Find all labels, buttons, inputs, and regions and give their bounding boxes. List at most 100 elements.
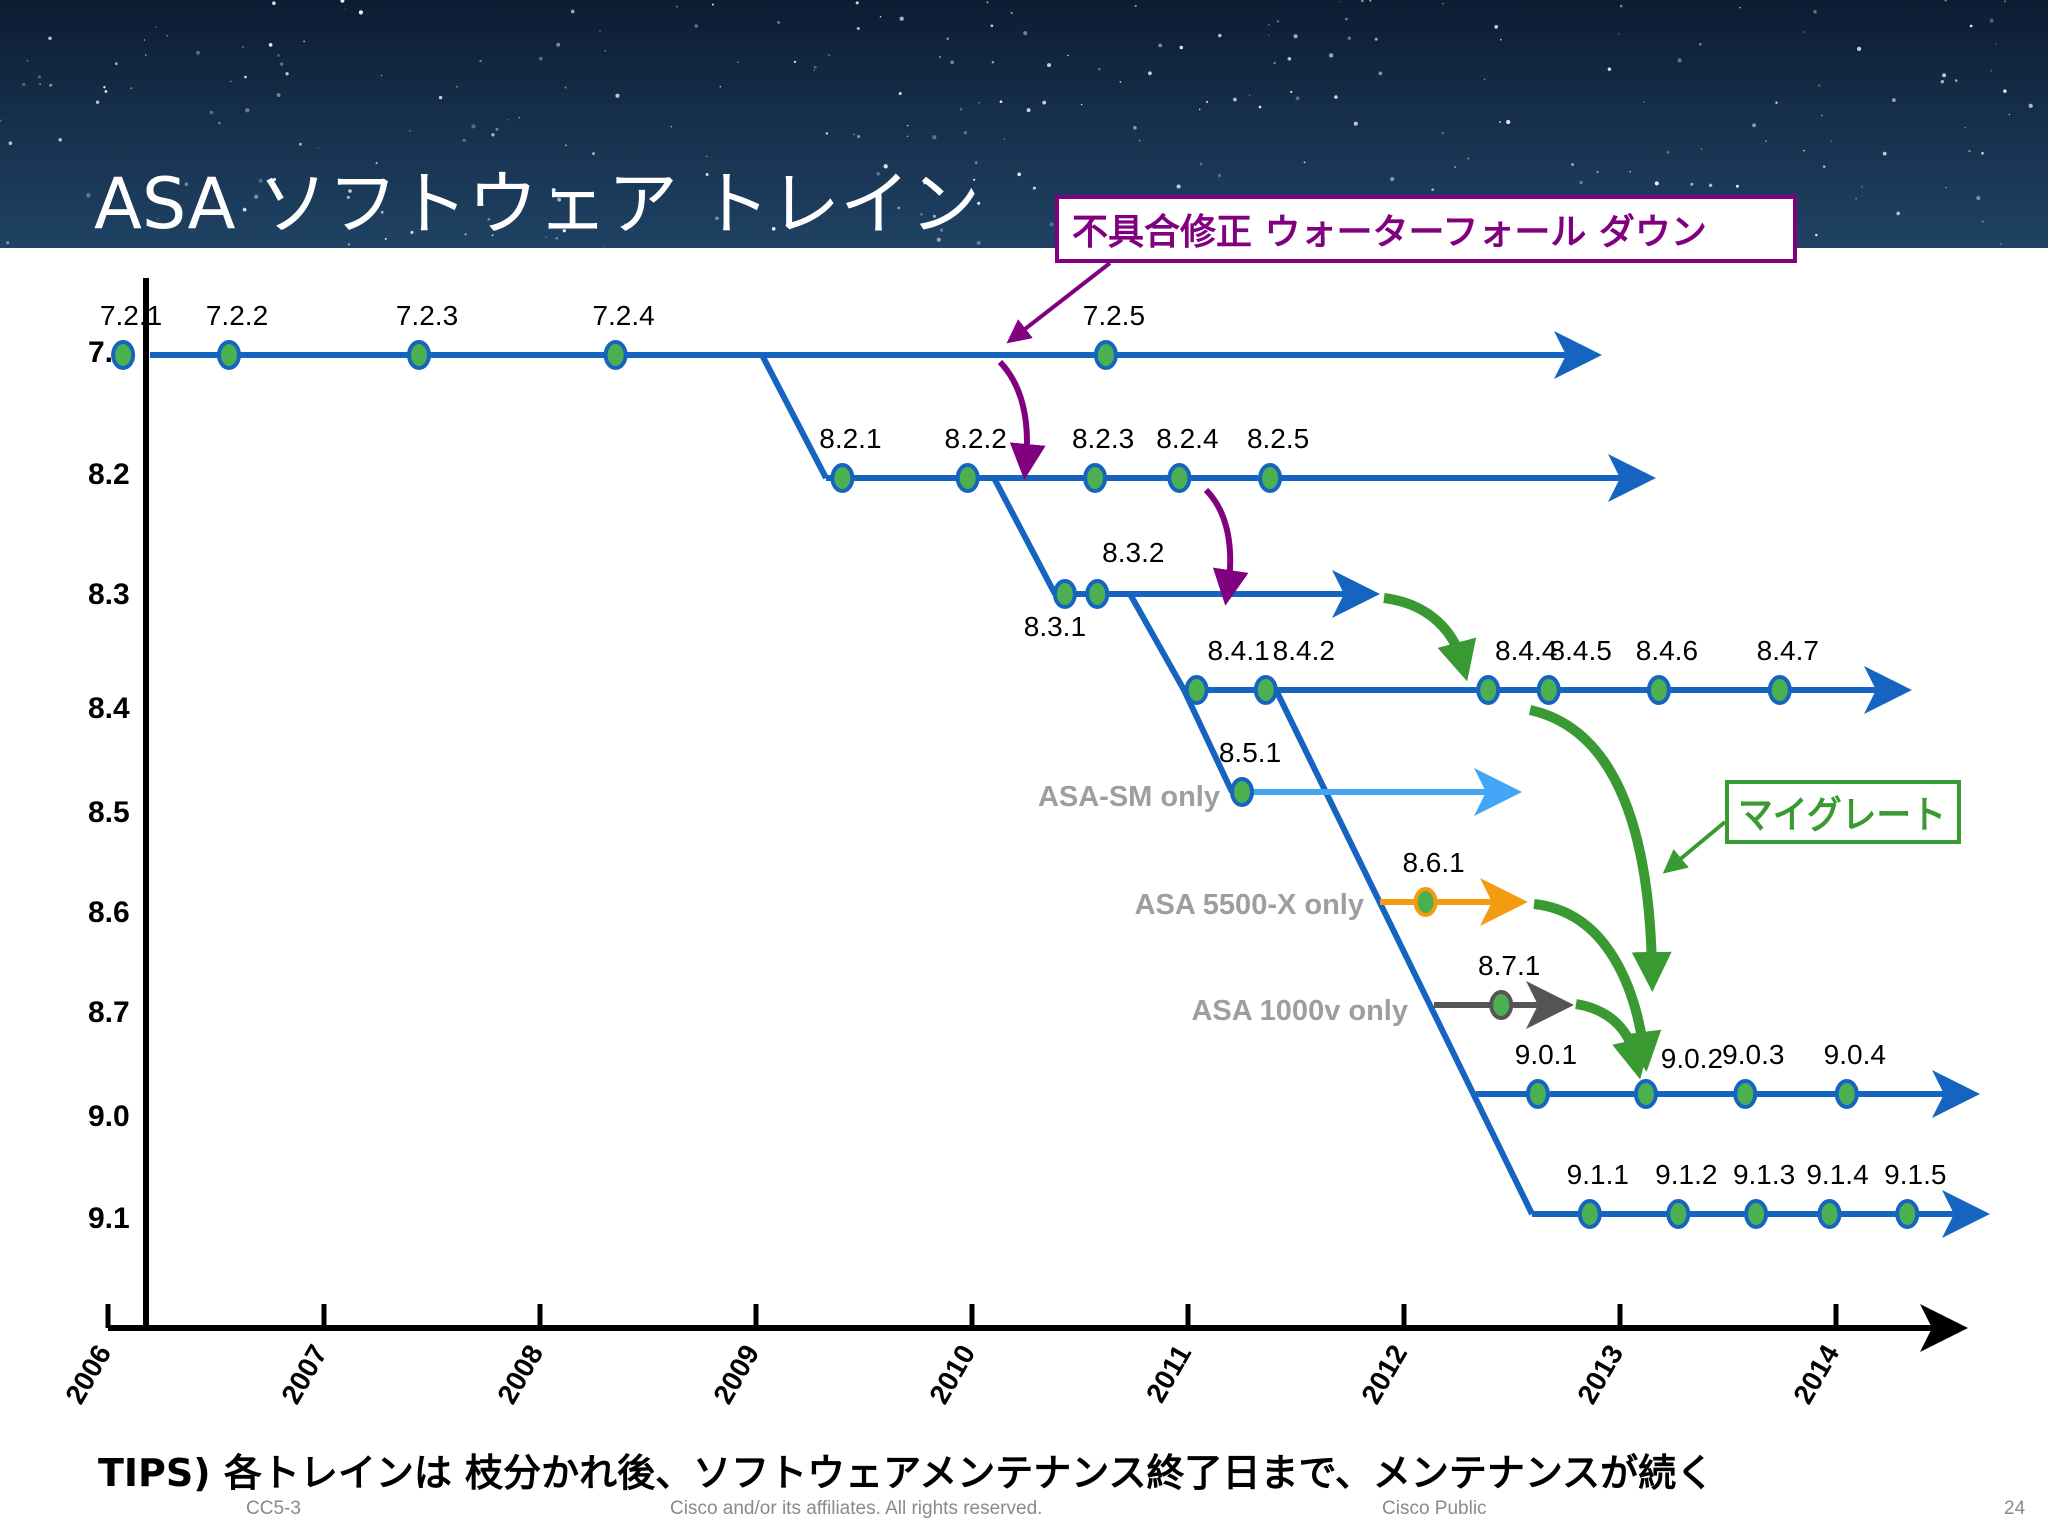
star [1268,23,1270,26]
star [143,39,146,41]
release-node-9.1.4 [1817,1199,1842,1229]
star [978,102,980,104]
waterfall-arrow-8.2-8.3 [1203,487,1249,606]
train-label-8.5: 8.5 [88,796,130,829]
release-node-9.1.1 [1577,1199,1602,1229]
release-label-8.4.2: 8.4.2 [1273,635,1335,666]
star [242,207,247,212]
star [777,20,781,24]
star [1999,242,2003,245]
star [1303,161,1306,164]
train-label-9.1: 9.1 [88,1202,130,1235]
star [990,24,994,28]
star [705,173,709,176]
star [130,87,133,90]
release-node-8.2.1 [830,463,855,493]
star [1483,78,1486,80]
star [86,193,91,198]
star [539,56,543,61]
star [317,147,320,150]
star [1981,220,1984,223]
star [856,134,861,139]
star [1026,108,1031,113]
release-node-8.6.1 [1413,887,1438,917]
star [1138,139,1141,142]
release-node-7.2.3 [407,340,431,370]
star [518,116,521,119]
star [155,26,157,29]
star [602,246,604,248]
release-label-9.0.3: 9.0.3 [1722,1039,1784,1070]
star [303,40,306,43]
star [1969,24,1973,28]
star [1989,18,1994,23]
star [898,92,902,95]
release-node-9.0.4 [1834,1079,1859,1109]
star [1134,4,1137,8]
star [277,54,280,57]
star [936,237,941,242]
star [218,121,221,125]
footer-copyright: Cisco and/or its affiliates. All rights … [670,1498,1043,1519]
star [920,212,923,216]
star [1618,33,1620,35]
star [1857,46,1862,51]
star [1882,151,1887,156]
star [1820,114,1824,117]
star [551,188,556,193]
release-label-9.1.5: 9.1.5 [1884,1159,1946,1190]
star [0,119,2,123]
star [2028,103,2033,109]
star [209,110,214,115]
star [166,34,169,37]
star [1353,121,1358,126]
star [883,164,888,169]
star [1803,149,1805,152]
release-node-9.0.1 [1525,1079,1550,1109]
star [856,26,860,31]
star [1098,68,1101,71]
release-label-8.4.7: 8.4.7 [1757,635,1819,666]
star [1700,148,1703,150]
star [615,93,620,98]
footer-classification: Cisco Public [1382,1498,1487,1519]
train-note-8.7: ASA 1000v only [1191,995,1408,1027]
star [276,93,281,97]
star [487,217,491,221]
release-label-8.4.4: 8.4.4 [1495,635,1557,666]
star [358,10,363,15]
release-label-7.2.4: 7.2.4 [592,300,654,331]
star [813,65,817,69]
star [1579,180,1583,185]
star [932,214,936,218]
release-node-8.4.1 [1184,675,1209,705]
star [1596,170,1599,173]
star [144,54,147,56]
star [986,1,989,4]
star [557,197,562,202]
star [694,24,698,28]
star [939,56,941,58]
star [8,141,13,146]
star [279,62,284,66]
star [347,243,351,246]
release-label-8.2.5: 8.2.5 [1247,423,1309,454]
star [2008,113,2010,116]
footer-code: CC5-3 [246,1498,301,1519]
star [1378,71,1383,76]
star [711,3,714,6]
star [1080,103,1083,106]
star [906,124,909,127]
migrate-arrow-8.7-9.0 [1575,999,1652,1080]
star [1295,96,1300,101]
star [456,85,459,88]
star [1619,4,1623,8]
star [1739,7,1741,9]
star [1467,157,1470,160]
waterfall-callout-label: 不具合修正 ウォーターフォール ダウン [1072,212,1707,253]
star [1442,2,1444,5]
year-label-2012: 2012 [1355,1340,1413,1409]
waterfall-callout-box [1055,195,1797,263]
star [479,59,482,63]
star [58,138,62,142]
